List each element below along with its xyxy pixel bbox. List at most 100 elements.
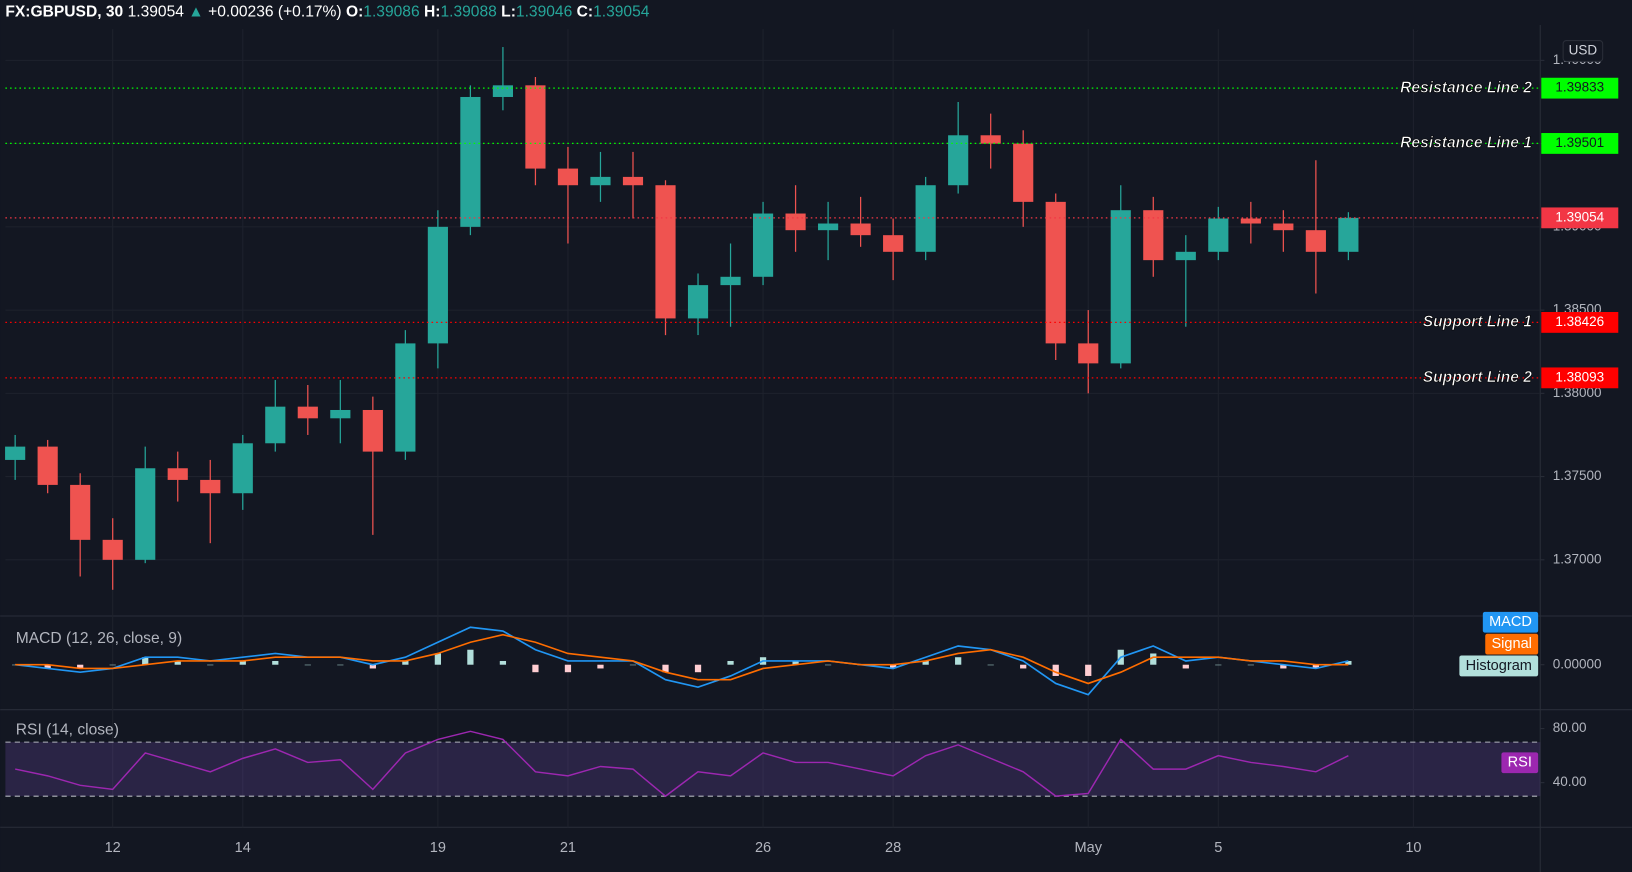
arrow: ▲ — [188, 4, 203, 21]
high-label: H: — [424, 4, 440, 21]
candle-body — [980, 135, 1001, 144]
candle-body — [37, 446, 58, 485]
low-label: L: — [501, 4, 516, 21]
high-value: 1.39088 — [440, 4, 496, 21]
price-line-value: 1.39054 — [1555, 209, 1604, 224]
candle-body — [1273, 223, 1294, 231]
y-tick-label: 40.00 — [1553, 774, 1587, 789]
histogram-bar — [174, 660, 181, 665]
histogram-bar — [532, 664, 539, 673]
candle-body — [70, 484, 91, 540]
candle-body — [1013, 143, 1034, 202]
level-line-value: 1.38093 — [1555, 369, 1604, 384]
histogram-bar — [304, 664, 311, 666]
histogram-bar — [402, 660, 409, 665]
x-tick-label: 10 — [1405, 840, 1421, 856]
candle-body — [1240, 218, 1261, 224]
candle-body — [5, 446, 26, 460]
histogram-bar — [890, 664, 897, 669]
histogram-bar — [629, 664, 637, 666]
level-line-value: 1.39501 — [1555, 135, 1604, 150]
level-line-value: 1.39833 — [1555, 80, 1604, 95]
histogram-bar — [922, 660, 929, 665]
level-name: Support Line 2 — [1423, 369, 1532, 386]
histogram-bar — [337, 664, 344, 666]
y-tick-label: 1.37500 — [1553, 468, 1602, 483]
price: 1.39054 — [128, 4, 185, 21]
histogram-bar — [727, 660, 734, 665]
histogram-bar — [77, 664, 84, 669]
histogram-bar — [369, 664, 376, 669]
rsi-band — [5, 742, 1541, 797]
price-line-box — [1541, 207, 1619, 229]
legend-box — [1501, 752, 1539, 774]
candle-body — [200, 479, 221, 494]
change: +0.00236 (+0.17%) — [208, 4, 342, 21]
legend-box — [1482, 611, 1539, 633]
legend-box — [1485, 633, 1539, 655]
candle-body — [330, 409, 351, 419]
candle-body — [1208, 218, 1229, 252]
y-tick-label: 0.00000 — [1553, 656, 1602, 671]
candle-body — [525, 85, 546, 169]
histogram-bar — [44, 664, 51, 669]
candle-body — [785, 213, 806, 231]
close-label: C: — [577, 4, 593, 21]
candle-body — [1143, 210, 1164, 261]
histogram-bar — [499, 660, 507, 665]
pane-title: MACD (12, 26, close, 9) — [16, 630, 182, 647]
header: FX:GBPUSD, 30 1.39054 ▲ +0.00236 (+0.17%… — [5, 4, 649, 21]
legend-label: Signal — [1491, 636, 1531, 652]
y-tick-label: 1.37000 — [1553, 551, 1602, 566]
candle-body — [687, 285, 709, 319]
x-tick-label: 12 — [105, 840, 121, 856]
candle-body — [752, 213, 774, 277]
currency: USD — [1569, 43, 1598, 58]
histogram-bar — [272, 660, 279, 665]
candle-body — [297, 406, 318, 419]
histogram-bar — [824, 664, 832, 666]
series-line — [15, 633, 1349, 685]
series-line — [15, 730, 1349, 798]
candle-body — [427, 226, 448, 344]
histogram-bar — [955, 657, 962, 665]
histogram-bar — [434, 653, 442, 665]
legend-label: Histogram — [1466, 658, 1532, 674]
candle-body — [1338, 217, 1359, 252]
candle-body — [948, 135, 969, 186]
open-value: 1.39086 — [363, 4, 419, 21]
legend-label: RSI — [1508, 755, 1532, 771]
x-tick-label: 14 — [235, 840, 251, 856]
level-line-box — [1541, 133, 1619, 154]
currency-box — [1562, 40, 1604, 62]
x-tick-label: 28 — [885, 840, 901, 856]
candle-body — [655, 185, 676, 319]
histogram-bar — [109, 664, 116, 666]
candle-body — [232, 443, 253, 494]
histogram-bar — [564, 664, 572, 673]
legend-label: MACD — [1489, 614, 1532, 630]
legend-box — [1459, 655, 1539, 677]
candle-body — [720, 276, 741, 286]
candle-body — [850, 223, 871, 236]
candle-body — [102, 539, 123, 560]
histogram-bar — [1085, 664, 1092, 676]
histogram-bar — [467, 649, 474, 665]
histogram-bar — [1150, 653, 1157, 665]
histogram-bar — [1247, 664, 1254, 666]
histogram-bar — [662, 664, 669, 673]
symbol: FX:GBPUSD, 30 — [5, 4, 123, 21]
y-tick-label: 80.00 — [1553, 720, 1587, 735]
level-line-box — [1541, 312, 1619, 333]
x-tick-label: 19 — [430, 840, 446, 856]
candle-body — [1175, 251, 1196, 261]
histogram-bar — [1345, 660, 1352, 665]
open-label: O: — [346, 4, 363, 21]
candle-body — [818, 223, 839, 231]
candle-body — [167, 468, 188, 480]
histogram-bar — [1052, 664, 1059, 676]
level-line-value: 1.38426 — [1555, 314, 1604, 329]
